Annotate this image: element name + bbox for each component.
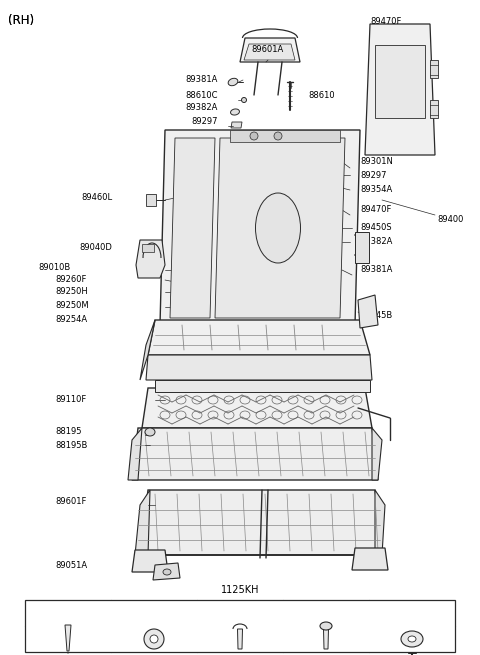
Text: 89260F: 89260F [55, 276, 86, 284]
Text: 89379: 89379 [396, 608, 427, 618]
Ellipse shape [228, 79, 238, 86]
Polygon shape [142, 388, 372, 428]
Bar [142, 244, 154, 252]
Bar [430, 60, 438, 78]
Bar [25, 600, 455, 652]
Text: (RH): (RH) [8, 14, 34, 27]
Ellipse shape [408, 636, 416, 642]
Text: 89354A: 89354A [360, 185, 392, 195]
Polygon shape [128, 428, 142, 480]
Polygon shape [132, 550, 168, 572]
Text: 89250H: 89250H [55, 288, 88, 297]
Text: 89460L: 89460L [81, 193, 112, 202]
Text: 89297: 89297 [360, 170, 386, 179]
Text: 88195: 88195 [55, 428, 82, 436]
Text: 89297: 89297 [192, 117, 218, 126]
Polygon shape [365, 24, 435, 155]
Ellipse shape [241, 98, 247, 102]
Bar [230, 130, 340, 142]
Polygon shape [352, 548, 388, 570]
Text: 89051A: 89051A [55, 561, 87, 569]
Text: 88195B: 88195B [55, 441, 87, 449]
Text: 89400: 89400 [437, 215, 463, 225]
Ellipse shape [274, 132, 282, 140]
Ellipse shape [144, 629, 164, 649]
Polygon shape [65, 625, 71, 651]
Polygon shape [170, 138, 215, 318]
Polygon shape [148, 320, 370, 355]
Polygon shape [140, 490, 382, 555]
Polygon shape [240, 38, 300, 62]
Bar [430, 100, 438, 118]
Text: 89250M: 89250M [55, 301, 89, 310]
Text: 89254A: 89254A [55, 316, 87, 324]
Polygon shape [146, 355, 372, 380]
Text: (RH): (RH) [8, 14, 34, 27]
Polygon shape [132, 428, 378, 480]
Polygon shape [135, 490, 150, 555]
Text: 12431A: 12431A [49, 608, 87, 618]
Ellipse shape [163, 569, 171, 575]
Ellipse shape [250, 132, 258, 140]
Text: 89381A: 89381A [186, 75, 218, 84]
Text: 1125KH: 1125KH [221, 585, 259, 595]
Polygon shape [231, 122, 242, 128]
Ellipse shape [150, 635, 158, 643]
Polygon shape [215, 138, 345, 318]
Polygon shape [372, 428, 382, 480]
Text: 88610C: 88610C [185, 90, 218, 100]
Text: 89045B: 89045B [360, 310, 392, 320]
Polygon shape [358, 295, 378, 328]
Ellipse shape [255, 193, 300, 263]
Text: 89382A: 89382A [360, 238, 392, 246]
Polygon shape [136, 240, 165, 278]
Ellipse shape [230, 109, 240, 115]
Bar [155, 380, 370, 392]
Polygon shape [153, 563, 180, 580]
Text: 89040D: 89040D [79, 244, 112, 252]
Text: 89301N: 89301N [360, 157, 393, 166]
Text: 1339CD: 1339CD [134, 608, 173, 618]
Bar [146, 194, 156, 206]
Polygon shape [244, 44, 295, 60]
Polygon shape [238, 629, 242, 649]
Ellipse shape [320, 622, 332, 630]
Text: 89601A: 89601A [252, 45, 284, 54]
Polygon shape [140, 320, 155, 380]
Text: 89381A: 89381A [360, 265, 392, 274]
Polygon shape [375, 490, 385, 555]
Text: 89470F: 89470F [370, 18, 401, 26]
Polygon shape [160, 130, 360, 325]
Ellipse shape [145, 428, 155, 436]
Text: 89010B: 89010B [38, 263, 70, 272]
Text: 86549: 86549 [225, 608, 255, 618]
Text: 89843A: 89843A [307, 608, 345, 618]
Text: 89601F: 89601F [55, 498, 86, 506]
Polygon shape [375, 45, 425, 118]
Ellipse shape [401, 631, 423, 647]
Text: 88610: 88610 [308, 92, 335, 100]
Text: 89450S: 89450S [360, 223, 392, 233]
Text: 89110F: 89110F [55, 396, 86, 405]
Bar [355, 232, 369, 263]
Text: 89470F: 89470F [360, 206, 391, 214]
Text: 89382A: 89382A [186, 103, 218, 113]
Polygon shape [324, 629, 328, 649]
